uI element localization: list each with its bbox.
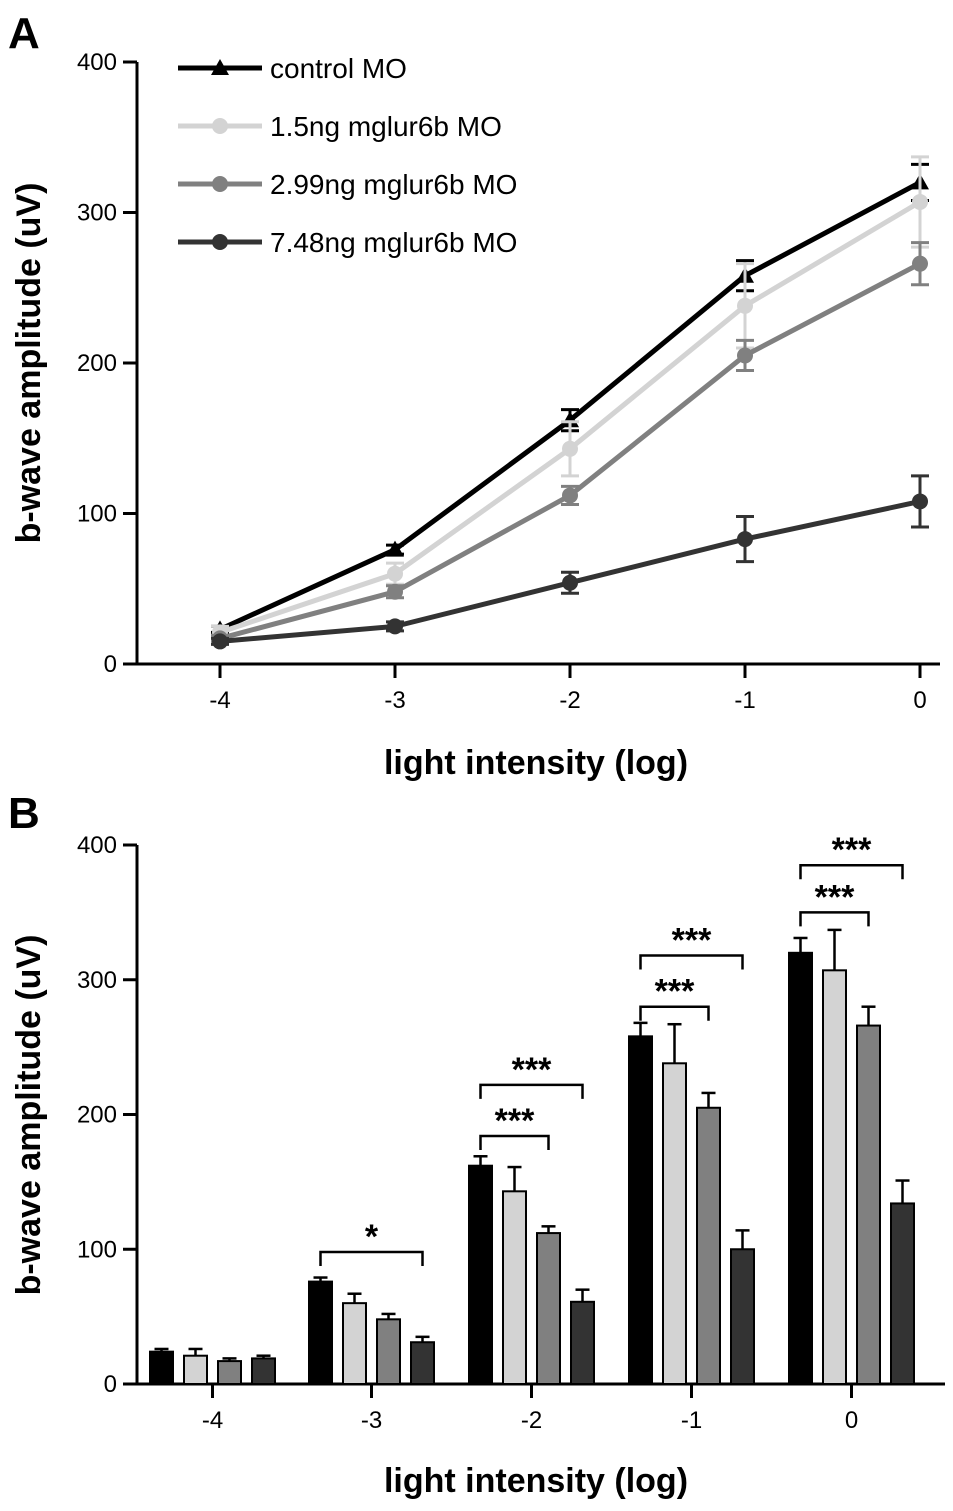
bar [856, 1024, 881, 1385]
bar [662, 1062, 687, 1386]
significance-label: *** [672, 921, 712, 959]
bar [183, 1354, 208, 1386]
y-tick-label: 400 [77, 832, 117, 859]
bar [410, 1341, 435, 1386]
significance-bracket [479, 1083, 584, 1099]
significance-bracket [639, 954, 744, 970]
y-tick-label: 200 [77, 1102, 117, 1129]
x-tick-label: -4 [202, 1407, 223, 1434]
bar-chart-panel: 0 100 200 300 400 -4 -3 -2 -1 0 light intensity (l… [10, 831, 945, 1500]
significance-label: *** [495, 1102, 535, 1140]
data-point [387, 583, 403, 600]
legend-marker [212, 234, 228, 250]
data-point [562, 574, 578, 591]
x-tick-label: 0 [913, 687, 926, 714]
x-tick-label: -2 [559, 687, 580, 714]
x-tick-label: 0 [845, 1407, 858, 1434]
legend-label: control MO [270, 53, 407, 84]
data-point [562, 440, 578, 457]
y-tick-label: 0 [104, 651, 117, 678]
bar [628, 1035, 653, 1385]
y-axis-title: b-wave amplitude (uV) [10, 935, 48, 1296]
bar [890, 1202, 915, 1386]
x-tick-label: -3 [384, 687, 405, 714]
bar [822, 969, 847, 1385]
legend-label: 2.99ng mglur6b MO [270, 169, 517, 200]
legend-marker [211, 59, 229, 75]
data-point [737, 297, 753, 314]
data-point [387, 618, 403, 635]
panel-b-letter: B [8, 789, 40, 838]
y-tick-label: 100 [77, 501, 117, 528]
significance-label: *** [655, 973, 695, 1011]
data-point [387, 565, 403, 582]
x-tick-label: -3 [361, 1407, 382, 1434]
data-point [386, 540, 404, 557]
y-tick-label: 0 [104, 1371, 117, 1398]
significance-label: *** [512, 1051, 552, 1089]
bar [570, 1300, 595, 1385]
bar [536, 1232, 561, 1385]
panel-a-letter: A [8, 9, 40, 58]
legend-marker [212, 118, 228, 134]
significance-bracket [799, 863, 904, 880]
y-tick-label: 400 [77, 49, 117, 76]
significance-label: *** [815, 878, 855, 916]
bar [696, 1106, 721, 1385]
significance-bracket [319, 1250, 424, 1266]
bar [217, 1360, 242, 1386]
bar [251, 1357, 276, 1385]
significance-bracket [799, 911, 870, 927]
x-axis-title: light intensity (log) [384, 744, 688, 782]
y-tick-label: 300 [77, 967, 117, 994]
bar [376, 1318, 401, 1385]
y-tick-label: 300 [77, 200, 117, 227]
y-tick-label: 100 [77, 1236, 117, 1263]
significance-label: *** [832, 831, 872, 869]
bar [788, 951, 813, 1385]
significance-bracket [639, 1005, 710, 1021]
bar [730, 1248, 755, 1385]
significance-label: * [365, 1218, 379, 1256]
bar [502, 1190, 527, 1385]
x-tick-label: -1 [734, 687, 755, 714]
data-point [212, 633, 228, 650]
x-axis-title: light intensity (log) [384, 1462, 688, 1500]
bar [468, 1164, 493, 1385]
data-point [912, 193, 928, 210]
legend-label: 1.5ng mglur6b MO [270, 111, 502, 142]
data-point [912, 255, 928, 272]
data-point [737, 347, 753, 364]
data-point [912, 493, 928, 510]
legend-marker [212, 176, 228, 192]
x-tick-label: -4 [209, 687, 230, 714]
legend-label: 7.48ng mglur6b MO [270, 227, 517, 258]
x-tick-label: -2 [521, 1407, 542, 1434]
data-point [737, 531, 753, 548]
x-tick-label: -1 [681, 1407, 702, 1434]
y-tick-label: 200 [77, 350, 117, 377]
line-chart-panel: 0 100 200 300 400 -4 -3 -2 -1 0 light intensity (l… [10, 49, 940, 782]
bar [308, 1280, 333, 1385]
y-axis-title: b-wave amplitude (uV) [10, 183, 48, 544]
bar [342, 1302, 367, 1386]
data-point [562, 487, 578, 504]
significance-bracket [479, 1134, 550, 1151]
bar [149, 1350, 174, 1386]
